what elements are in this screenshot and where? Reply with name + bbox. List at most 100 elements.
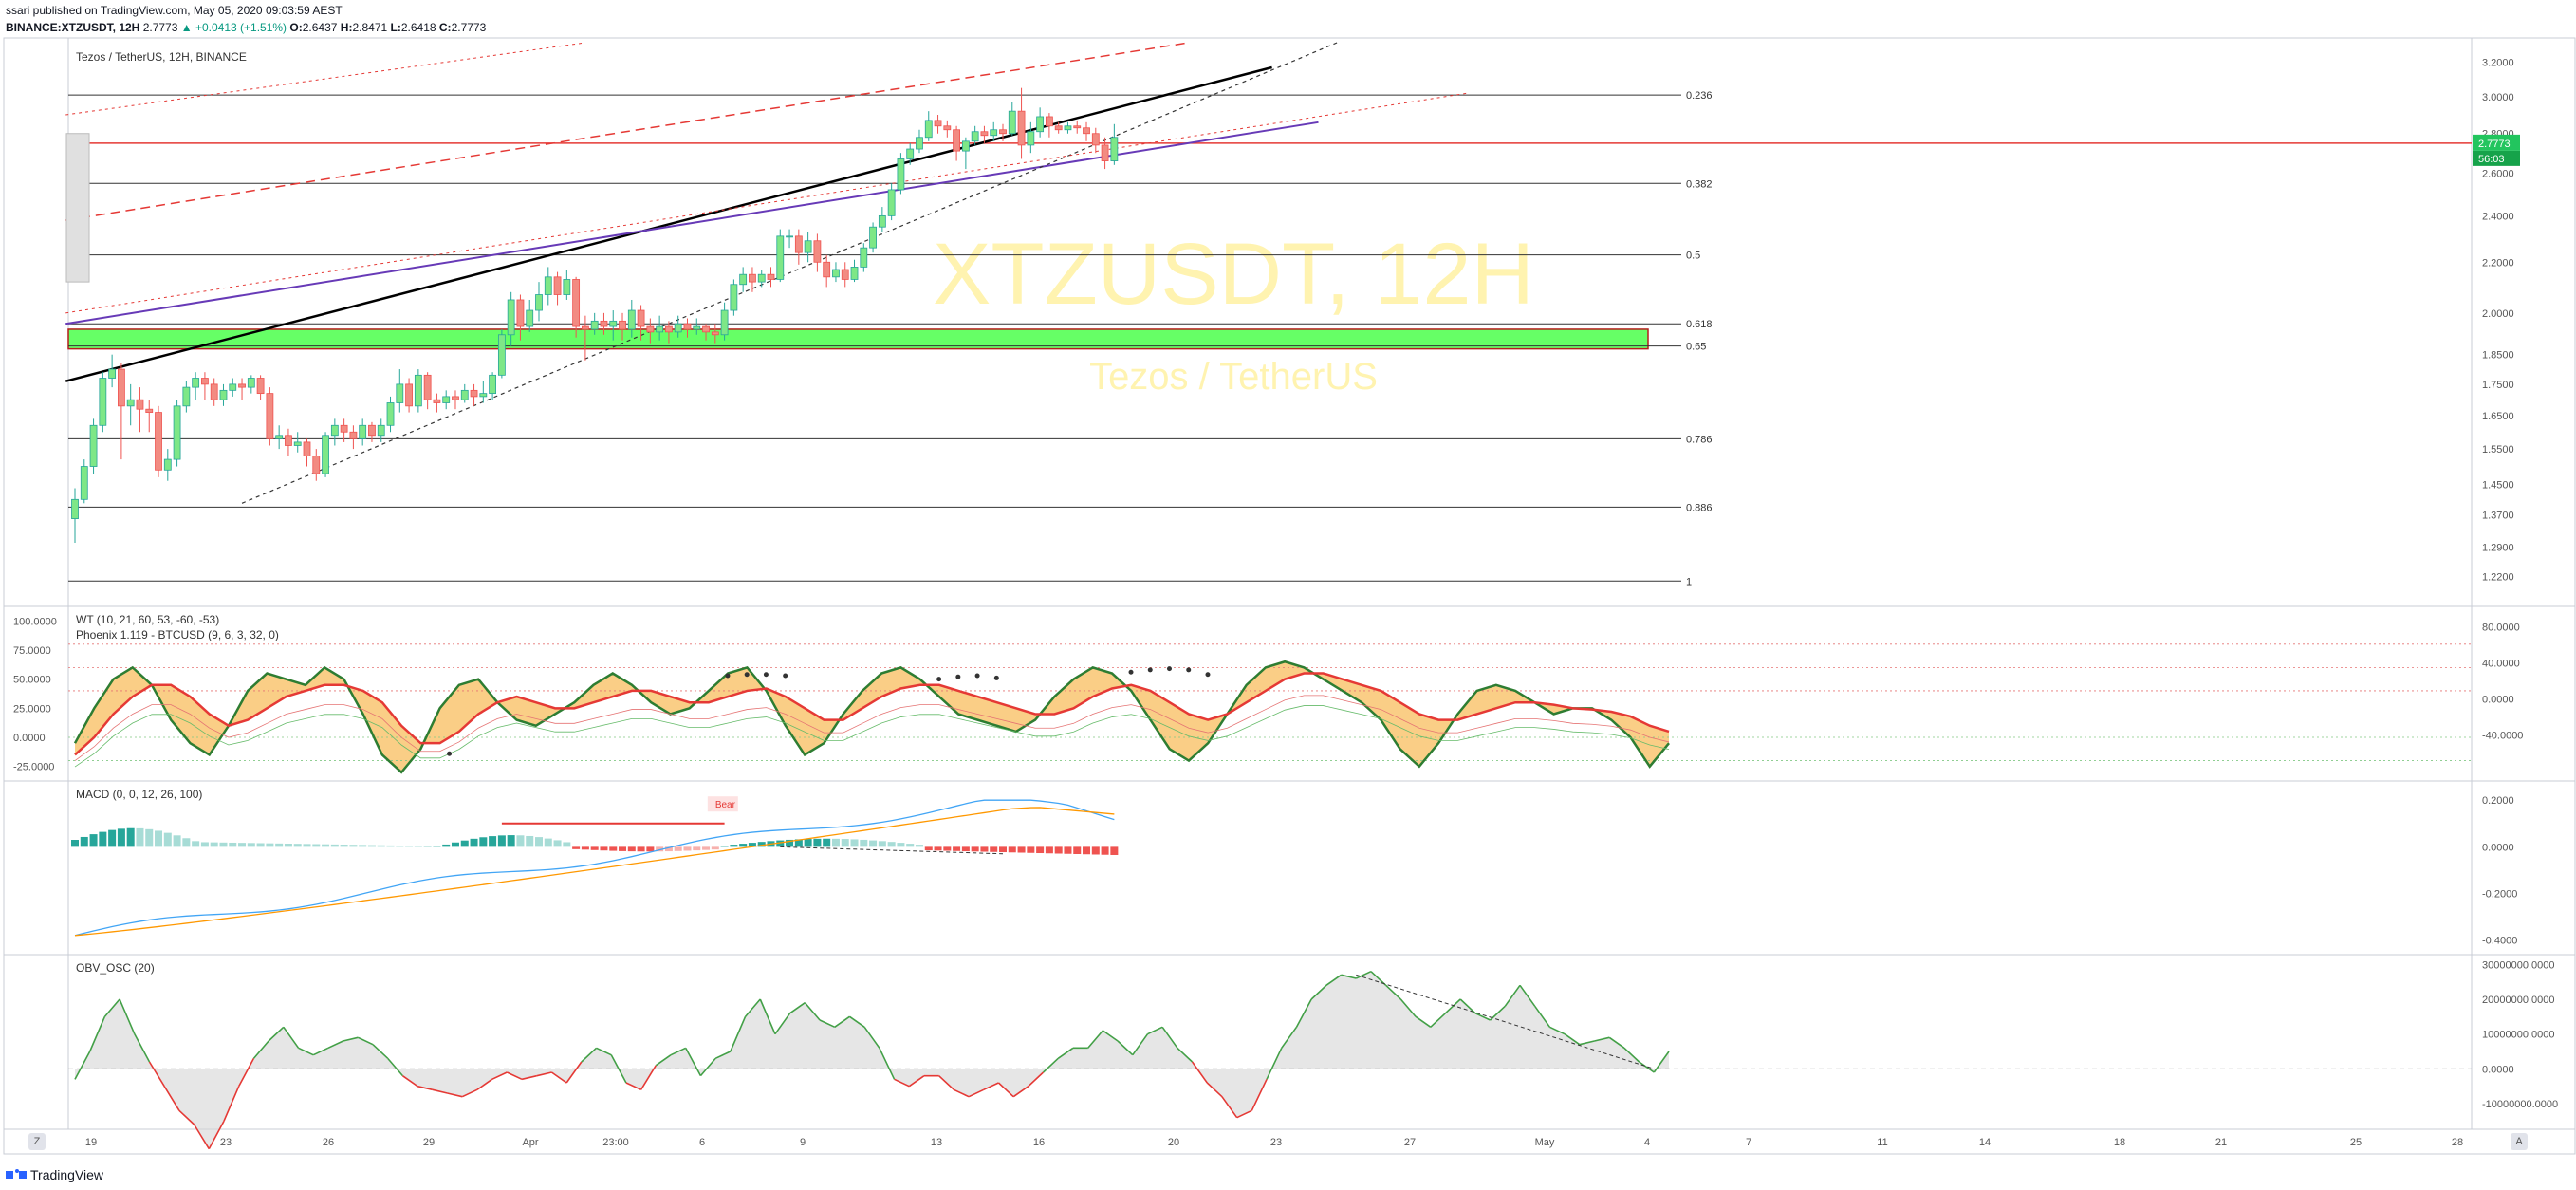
candle-down xyxy=(572,279,581,327)
obv-line-segment xyxy=(1221,1096,1238,1119)
candle-up xyxy=(275,435,284,439)
obv-line-segment xyxy=(417,1085,434,1091)
wt-signal-dot xyxy=(1166,666,1172,672)
fib-level-label: 0.886 xyxy=(1686,502,1713,513)
obv-line-segment xyxy=(789,1002,806,1014)
time-tick-label: 26 xyxy=(323,1137,334,1148)
obv-line-segment xyxy=(372,1044,389,1059)
obv-line-segment xyxy=(134,1033,151,1063)
dashed-support-trendline xyxy=(241,42,1338,504)
time-tick-label: 20 xyxy=(1168,1137,1179,1148)
candle-up xyxy=(460,389,469,400)
fib-level-label: 0.236 xyxy=(1686,90,1713,102)
candle-down xyxy=(136,399,144,410)
obv-line-segment xyxy=(1623,1047,1640,1063)
macd-histogram-bar xyxy=(702,846,711,850)
candle-up xyxy=(544,276,552,295)
wt-signal-dot xyxy=(783,673,788,679)
macd-histogram-bar xyxy=(869,840,878,847)
candle-down xyxy=(1091,133,1100,146)
obv-line-segment xyxy=(1444,998,1461,1014)
candle-up xyxy=(832,269,840,278)
candle-up xyxy=(916,137,923,150)
candle-down xyxy=(813,240,822,263)
obv-fill-area xyxy=(75,971,1669,1149)
obv-line-segment xyxy=(208,1120,225,1150)
zoom-button[interactable]: Z xyxy=(28,1133,46,1150)
time-tick-label: May xyxy=(1535,1137,1555,1148)
macd-histogram-bar xyxy=(915,845,923,847)
time-tick-label: 11 xyxy=(1877,1137,1887,1148)
up-arrow-icon: ▲ xyxy=(180,21,193,34)
macd-histogram-bar xyxy=(71,840,79,847)
price-tick-label: 2.0000 xyxy=(2482,308,2514,320)
price-tick-label: 3.2000 xyxy=(2482,58,2514,69)
macd-histogram-bar xyxy=(906,844,915,847)
wt-signal-thin-green xyxy=(74,705,1670,768)
obv-line-segment xyxy=(1639,1061,1655,1073)
candle-down xyxy=(553,276,562,295)
candle-down xyxy=(749,273,756,283)
obv-line-segment xyxy=(298,1047,314,1056)
obv-line-segment xyxy=(610,1054,627,1084)
price-tick-label: 2.2000 xyxy=(2482,257,2514,269)
wt-signal-dot xyxy=(955,674,961,679)
wt-right-tick: 40.0000 xyxy=(2482,658,2520,669)
wt-signal-thin-red xyxy=(74,695,1670,761)
candle-down xyxy=(405,383,413,407)
candle-up xyxy=(693,325,701,330)
candle-down xyxy=(637,309,645,327)
obv-line-segment xyxy=(1459,998,1476,1014)
candle-up xyxy=(878,214,886,228)
obv-line-segment xyxy=(1474,1012,1491,1021)
price-tick-label: 3.0000 xyxy=(2482,92,2514,103)
candle-up xyxy=(563,279,571,295)
macd-histogram-bar xyxy=(182,838,191,847)
candle-up xyxy=(739,273,748,286)
macd-histogram-bar xyxy=(887,842,896,847)
obv-line-segment xyxy=(461,1088,478,1098)
macd-histogram-bar xyxy=(999,846,1007,853)
change-value: +0.0413 (+1.51%) xyxy=(195,21,287,34)
auto-scale-button[interactable]: A xyxy=(2511,1133,2528,1150)
bear-label: Bear xyxy=(715,800,736,810)
wt-left-tick: 0.0000 xyxy=(13,733,46,744)
macd-histogram-bar xyxy=(117,828,125,847)
obv-tick-label: -10000000.0000 xyxy=(2482,1099,2558,1110)
obv-line-segment xyxy=(536,1071,552,1077)
candle-up xyxy=(776,235,785,280)
obv-line-segment xyxy=(596,1047,612,1056)
obv-line-segment xyxy=(387,1057,404,1077)
candle-up xyxy=(757,273,766,283)
macd-histogram-bar xyxy=(850,839,859,847)
wt-left-tick: -25.0000 xyxy=(13,762,54,773)
macd-histogram-bar xyxy=(489,836,497,847)
time-tick-label: 28 xyxy=(2452,1137,2463,1148)
macd-histogram-bar xyxy=(590,846,599,850)
candle-down xyxy=(256,378,265,395)
wt-right-tick: 0.0000 xyxy=(2482,695,2514,706)
price-tick-label: 1.6500 xyxy=(2482,411,2514,422)
candle-up xyxy=(924,120,933,139)
macd-histogram-bar xyxy=(200,842,209,847)
time-tick-label: 6 xyxy=(699,1137,705,1148)
tradingview-brand[interactable]: TradingView xyxy=(6,1167,103,1182)
wt-signal-dot xyxy=(1205,672,1211,678)
obv-line-segment xyxy=(1057,1047,1074,1059)
obv-line-segment xyxy=(506,1071,523,1081)
macd-histogram-bar xyxy=(786,839,794,847)
time-tick-label: 29 xyxy=(423,1137,435,1148)
time-tick-label: 23 xyxy=(1270,1137,1282,1148)
candle-down xyxy=(118,368,125,407)
candle-up xyxy=(1008,110,1016,135)
obv-line-segment xyxy=(1325,974,1343,986)
wt-signal-dot xyxy=(447,751,453,756)
obv-line-segment xyxy=(774,1013,791,1035)
candle-up xyxy=(897,158,905,191)
macd-histogram-bar xyxy=(460,840,469,847)
candle-up xyxy=(247,378,255,388)
macd-histogram-bar xyxy=(841,839,849,847)
obv-line-segment xyxy=(1579,1040,1595,1046)
macd-histogram-bar xyxy=(275,843,284,847)
